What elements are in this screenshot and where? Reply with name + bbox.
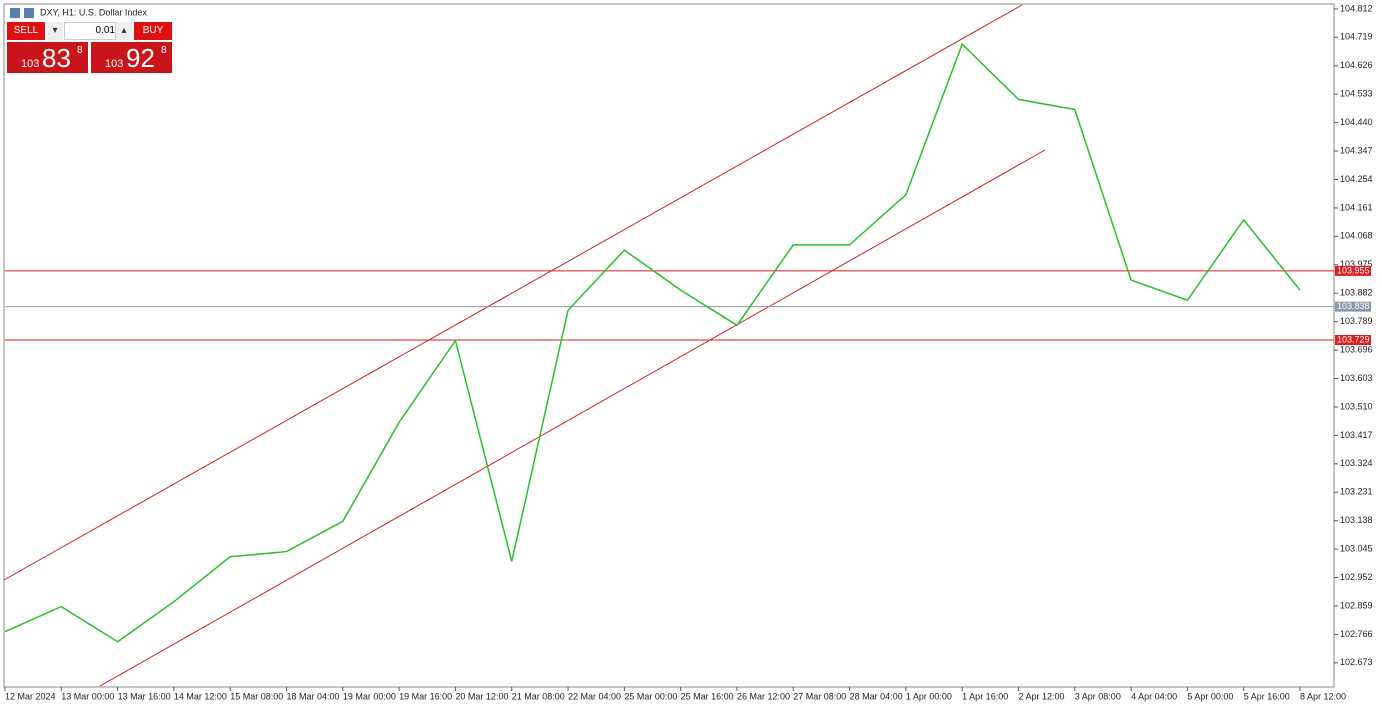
x-tick-label: 25 Mar 16:00: [681, 691, 734, 701]
y-tick-label: 104.812: [1340, 3, 1373, 13]
y-tick-label: 103.696: [1340, 344, 1373, 354]
x-tick-label: 2 Apr 12:00: [1018, 691, 1064, 701]
y-tick-label: 103.324: [1340, 458, 1373, 468]
x-tick-label: 1 Apr 00:00: [906, 691, 952, 701]
icon: [10, 8, 20, 18]
price-level-label: 103.955: [1337, 265, 1370, 275]
x-tick-label: 18 Mar 04:00: [287, 691, 340, 701]
price-level-box: [1335, 265, 1371, 276]
y-tick-label: 103.231: [1340, 487, 1373, 497]
x-tick-label: 4 Apr 04:00: [1131, 691, 1177, 701]
y-tick-label: 103.603: [1340, 373, 1373, 383]
x-tick-label: 27 Mar 08:00: [793, 691, 846, 701]
x-tick-label: 12 Mar 2024: [5, 691, 56, 701]
channel-upper: [3, 4, 1023, 581]
y-tick-label: 104.161: [1340, 202, 1373, 212]
channel-lower: [99, 149, 1046, 687]
x-tick-label: 1 Apr 16:00: [962, 691, 1008, 701]
x-tick-label: 19 Mar 16:00: [399, 691, 452, 701]
x-tick-label: 28 Mar 04:00: [850, 691, 903, 701]
y-tick-label: 103.882: [1340, 288, 1373, 298]
x-tick-label: 25 Mar 00:00: [624, 691, 677, 701]
price-sup: 8: [161, 45, 167, 56]
lot-up[interactable]: ▴: [116, 22, 132, 40]
y-tick-label: 104.719: [1340, 32, 1373, 42]
y-tick-label: 102.952: [1340, 572, 1373, 582]
y-tick-label: 103.510: [1340, 401, 1373, 411]
x-tick-label: 20 Mar 12:00: [455, 691, 508, 701]
lot-input[interactable]: 0.01: [64, 22, 116, 40]
buy-price[interactable]: 103 92 8: [91, 42, 172, 73]
y-tick-label: 104.440: [1340, 117, 1373, 127]
price-big: 103: [21, 58, 40, 70]
price-line: [4, 42, 1301, 643]
price-big: 103: [105, 58, 124, 70]
x-tick-label: 14 Mar 12:00: [174, 691, 227, 701]
y-tick-label: 102.859: [1340, 600, 1373, 610]
x-tick-label: 15 Mar 08:00: [230, 691, 283, 701]
x-tick-label: 13 Mar 00:00: [61, 691, 114, 701]
y-tick-label: 104.347: [1340, 145, 1373, 155]
price-main: 92: [126, 43, 155, 73]
x-tick-label: 21 Mar 08:00: [512, 691, 565, 701]
y-tick-label: 104.533: [1340, 89, 1373, 99]
sell-button[interactable]: SELL: [7, 22, 45, 40]
price-level-box: [1335, 301, 1371, 312]
y-tick-label: 103.138: [1340, 515, 1373, 525]
y-tick-label: 103.975: [1340, 259, 1373, 269]
x-tick-label: 8 Apr 12:00: [1300, 691, 1346, 701]
x-tick-label: 5 Apr 00:00: [1187, 691, 1233, 701]
price-level-label: 103.729: [1337, 334, 1370, 344]
x-tick-label: 13 Mar 16:00: [118, 691, 171, 701]
y-tick-label: 104.068: [1340, 231, 1373, 241]
y-tick-label: 104.626: [1340, 60, 1373, 70]
x-tick-label: 22 Mar 04:00: [568, 691, 621, 701]
plot-frame: [3, 3, 1335, 688]
trade-panel: SELL ▾ 0.01 ▴ BUY 103 83 8 103 92 8: [7, 22, 173, 74]
price-sup: 8: [77, 45, 83, 56]
y-tick-label: 103.045: [1340, 543, 1373, 553]
x-tick-label: 5 Apr 16:00: [1244, 691, 1290, 701]
x-tick-label: 26 Mar 12:00: [737, 691, 790, 701]
buy-button[interactable]: BUY: [134, 22, 172, 40]
price-level-box: [1335, 334, 1371, 345]
sell-price[interactable]: 103 83 8: [7, 42, 88, 73]
price-level-label: 103.838: [1337, 301, 1370, 311]
price-main: 83: [42, 43, 71, 73]
y-tick-label: 102.673: [1340, 657, 1373, 667]
x-tick-label: 3 Apr 08:00: [1075, 691, 1121, 701]
x-tick-label: 19 Mar 00:00: [343, 691, 396, 701]
y-tick-label: 104.254: [1340, 174, 1373, 184]
chart-title: DXY, H1: U.S. Dollar Index: [40, 7, 147, 17]
y-tick-label: 103.417: [1340, 430, 1373, 440]
lot-down[interactable]: ▾: [47, 22, 63, 40]
icon: [24, 8, 34, 18]
y-tick-label: 103.789: [1340, 316, 1373, 326]
y-tick-label: 102.766: [1340, 629, 1373, 639]
